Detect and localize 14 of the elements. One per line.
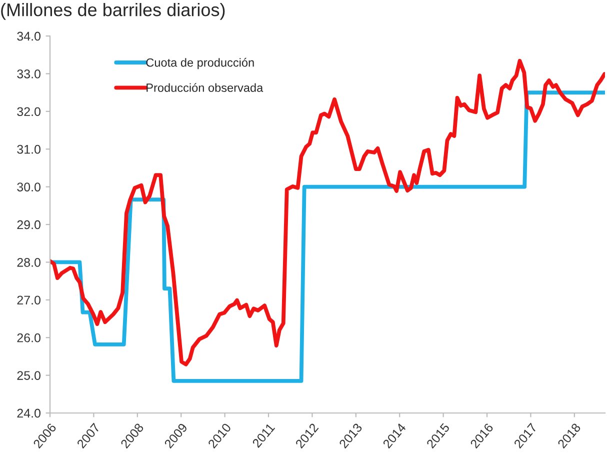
legend-label: Cuota de producción <box>146 58 254 70</box>
y-tick-label: 32.0 <box>17 107 40 116</box>
y-tick-label: 34.0 <box>17 32 40 41</box>
y-tick-label: 26.0 <box>17 333 40 342</box>
legend-label: Producción observada <box>146 83 264 92</box>
y-tick-label: 24.0 <box>17 408 40 418</box>
y-tick-label: 29.0 <box>17 220 40 230</box>
y-tick-label: 31.0 <box>17 144 40 154</box>
y-tick-label: 30.0 <box>17 182 40 192</box>
chart-title: (Millones de barriles diarios) <box>1 3 225 20</box>
y-tick-label: 27.0 <box>17 296 40 305</box>
y-tick-label: 28.0 <box>17 258 40 267</box>
y-tick-label: 33.0 <box>17 70 40 78</box>
y-tick-label: 25.0 <box>17 371 40 380</box>
